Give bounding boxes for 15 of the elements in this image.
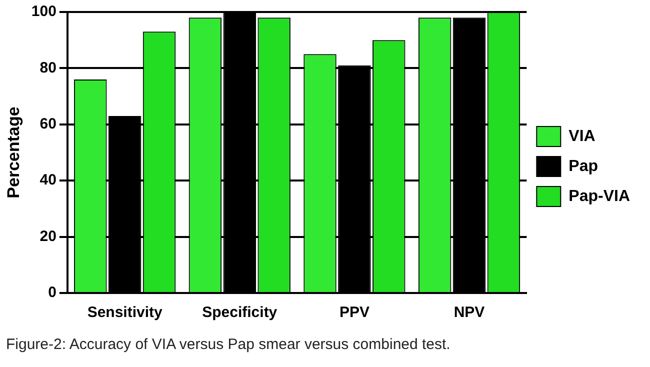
x-tick-label: NPV <box>454 304 485 322</box>
legend-label: Pap <box>568 158 598 175</box>
y-axis-title: Percentage <box>4 106 23 198</box>
y-tick-label: 60 <box>40 116 56 133</box>
x-tick-label: Sensitivity <box>87 304 163 322</box>
text: Figure-2: Accuracy of VIA versus Pap smear versus combined test. <box>6 336 450 353</box>
y-tick-label: 100 <box>31 3 56 20</box>
x-tick-label: PPV <box>339 304 370 322</box>
legend-label: VIA <box>568 128 596 145</box>
legend-label: Pap-VIA <box>568 188 630 205</box>
x-tick-label: Specificity <box>202 304 278 322</box>
y-tick-label: 80 <box>40 59 56 76</box>
y-tick-label: 0 <box>48 284 56 302</box>
y-tick-label: 20 <box>40 228 56 245</box>
y-tick-label: 40 <box>40 172 56 189</box>
